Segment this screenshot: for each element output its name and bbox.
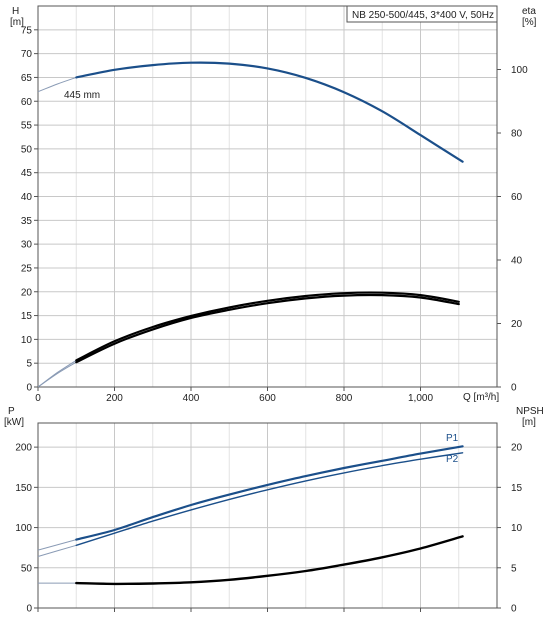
eta-tick-label: 0 bbox=[511, 383, 517, 394]
eta-axis-unit: [%] bbox=[522, 17, 537, 28]
head-tick-label: 10 bbox=[21, 335, 33, 346]
top-series-group bbox=[37, 61, 464, 388]
npsh-axis-unit: [m] bbox=[522, 417, 536, 428]
x-tick-label: 800 bbox=[336, 393, 353, 404]
head-tick-label: 55 bbox=[21, 121, 33, 132]
head-tick-label: 45 bbox=[21, 168, 33, 179]
bottom-ticks: 0 50 100 150 200 0 5 10 15 20 bbox=[15, 443, 522, 615]
flow-axis-label: Q [m³/h] bbox=[463, 392, 499, 403]
x-tick-label: 0 bbox=[35, 393, 41, 404]
x-tick-label: 1,000 bbox=[408, 393, 433, 404]
head-tick-label: 25 bbox=[21, 263, 33, 274]
chart-title: NB 250-500/445, 3*400 V, 50Hz bbox=[352, 10, 494, 21]
bottom-series-group bbox=[37, 445, 464, 586]
chart-title-box bbox=[346, 5, 498, 23]
power-tick-label: 50 bbox=[21, 563, 33, 574]
series-extension-line bbox=[37, 544, 77, 557]
power-axis-unit: [kW] bbox=[4, 417, 24, 428]
x-tick-label: 200 bbox=[106, 393, 123, 404]
head-tick-label: 40 bbox=[21, 192, 33, 203]
series-label-p1: P1 bbox=[446, 433, 459, 444]
power-axis-label: P bbox=[8, 406, 15, 417]
head-tick-label: 20 bbox=[21, 287, 33, 298]
head-tick-label: 35 bbox=[21, 216, 33, 227]
power-tick-label: 150 bbox=[15, 483, 32, 494]
npsh-tick-label: 20 bbox=[511, 443, 523, 454]
head-tick-label: 70 bbox=[21, 49, 33, 60]
series-line-p1 bbox=[75, 445, 464, 541]
head-tick-label: 60 bbox=[21, 97, 33, 108]
top-ticks: 0 200 400 600 800 1,0000510152025303540455055… bbox=[21, 25, 528, 404]
series-extension-line bbox=[37, 76, 77, 93]
x-tick-label: 400 bbox=[183, 393, 200, 404]
head-tick-label: 30 bbox=[21, 240, 33, 251]
top-grid bbox=[37, 6, 497, 388]
eta-tick-label: 40 bbox=[511, 256, 523, 267]
eta-tick-label: 20 bbox=[511, 319, 523, 330]
series-line-2 bbox=[75, 535, 464, 586]
series-line-2 bbox=[75, 293, 460, 364]
npsh-tick-label: 0 bbox=[511, 604, 517, 615]
power-tick-label: 0 bbox=[26, 604, 32, 615]
power-tick-label: 100 bbox=[15, 523, 32, 534]
head-axis-label: H bbox=[12, 6, 19, 17]
series-extension-line bbox=[37, 361, 77, 388]
eta-tick-label: 60 bbox=[511, 192, 523, 203]
head-tick-label: 0 bbox=[26, 383, 32, 394]
eta-tick-label: 80 bbox=[511, 129, 523, 140]
npsh-tick-label: 10 bbox=[511, 523, 523, 534]
npsh-tick-label: 5 bbox=[511, 563, 517, 574]
npsh-tick-label: 15 bbox=[511, 483, 523, 494]
head-tick-label: 75 bbox=[21, 25, 33, 36]
head-tick-label: 5 bbox=[26, 359, 32, 370]
npsh-axis-label: NPSH bbox=[516, 406, 544, 417]
eta-tick-label: 100 bbox=[511, 65, 528, 76]
head-axis-unit: [m] bbox=[10, 17, 24, 28]
x-tick-label: 600 bbox=[259, 393, 276, 404]
impeller-annotation: 445 mm bbox=[64, 90, 100, 101]
head-tick-label: 50 bbox=[21, 144, 33, 155]
head-tick-label: 65 bbox=[21, 73, 33, 84]
series-line-0 bbox=[75, 61, 464, 163]
series-line-p2 bbox=[75, 452, 464, 546]
series-extension-line bbox=[37, 539, 77, 551]
series-label-p2: P2 bbox=[446, 454, 459, 465]
head-tick-label: 15 bbox=[21, 311, 33, 322]
power-tick-label: 200 bbox=[15, 443, 32, 454]
series-line-1 bbox=[75, 291, 460, 362]
head-efficiency-chart: 0 200 400 600 800 1,0000510152025303540455055… bbox=[10, 5, 537, 404]
eta-axis-label: eta bbox=[522, 6, 536, 17]
